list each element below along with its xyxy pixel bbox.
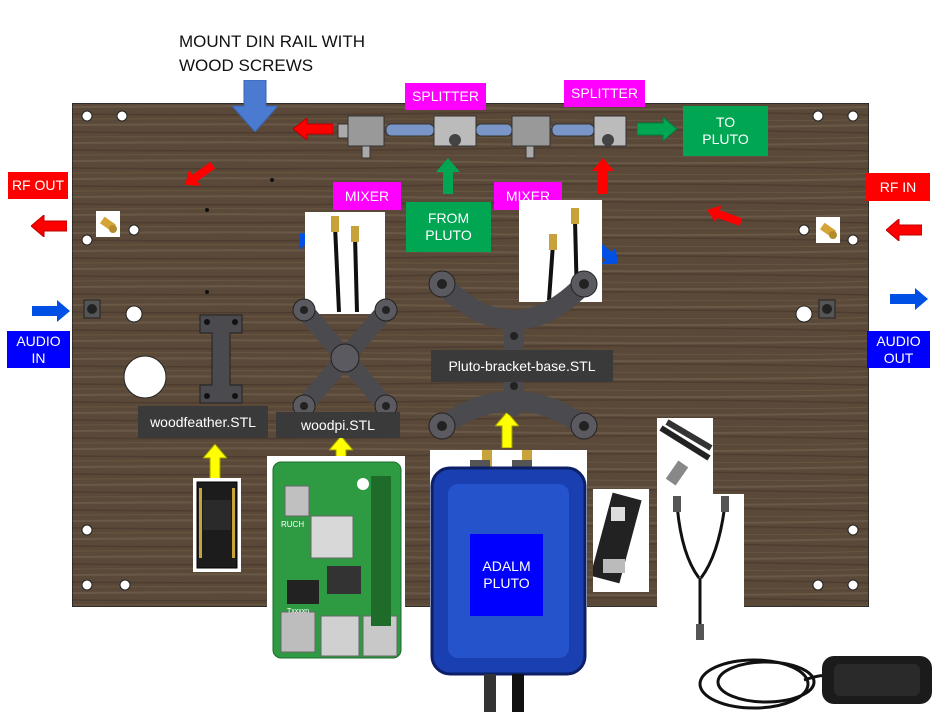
arrow-up-yellow-feather-icon [203,444,227,480]
arrow-up-green-icon [436,158,460,194]
feather-board-photo [193,478,241,572]
woodpi-bracket [292,298,398,418]
arrow-up-left-red-icon [707,205,743,226]
power-adapter-photo [694,640,939,720]
pi-ruch-text: RUCH [281,520,305,529]
label-woodfeather-stl: woodfeather.STL [138,406,268,438]
y-splitter-cable-photo [657,494,744,654]
label-rf-in: RF IN [866,173,930,201]
arrow-right-blue-audio-in-icon [32,300,70,322]
arrow-up-yellow-pluto-icon [495,412,519,448]
label-mixer-left: MIXER [333,182,401,210]
arrow-up-red-icon [592,158,614,194]
pluto-bracket-base [428,270,598,440]
label-pluto-bracket-stl: Pluto-bracket-base.STL [431,350,613,382]
usb-cable-photo [657,418,713,494]
label-rf-out: RF OUT [8,172,68,199]
adalm-pluto-photo: ADALM PLUTO [430,450,587,720]
arrow-right-green-icon [637,117,677,141]
arrow-down-blue-icon [232,80,278,132]
label-splitter-left: SPLITTER [405,83,486,110]
arrow-left-red-rf-in-icon [886,219,922,241]
sma-cable-photo-left [305,212,385,314]
sma-connector-left-icon [96,211,120,237]
arrow-down-left-red-icon [185,161,216,187]
arrow-left-red-rf-out-icon [31,215,67,237]
audio-board-photo [590,489,649,592]
arrow-right-blue-audio-out-icon [890,288,928,310]
label-adalm-pluto: ADALM PLUTO [470,534,543,616]
pi-chip-text: Txxxxn [287,608,310,615]
arrow-left-red-icon [293,118,333,140]
label-from-pluto: FROM PLUTO [406,202,491,252]
label-to-pluto: TO PLUTO [683,106,768,156]
sma-connector-right-icon [816,217,840,243]
woodfeather-bracket [199,314,243,404]
label-audio-in: AUDIO IN [7,331,70,368]
label-audio-out: AUDIO OUT [867,331,930,368]
raspberry-pi-photo: RUCH Txxxxn [267,456,405,664]
rf-chain-components [337,115,627,159]
label-splitter-right: SPLITTER [564,80,645,107]
arrow-up-yellow-pi-icon [329,436,353,472]
label-woodpi-stl: woodpi.STL [276,412,400,438]
title-mount-din-rail: MOUNT DIN RAIL WITH WOOD SCREWS [179,32,366,75]
